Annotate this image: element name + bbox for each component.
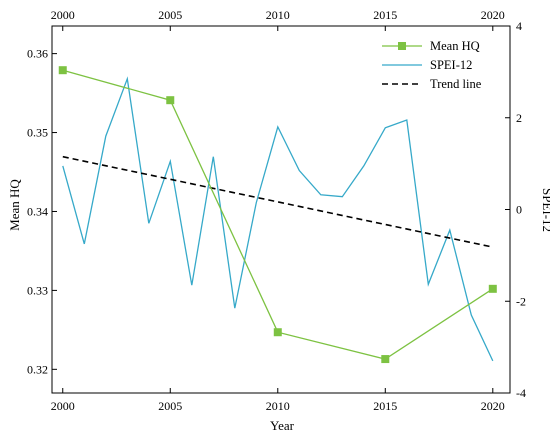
y-tick-label-left: 0.34 <box>27 204 48 218</box>
y-axis-title-right: SPEI-12 <box>540 188 550 232</box>
data-point-mean-hq <box>166 96 175 105</box>
legend-label: Mean HQ <box>430 39 480 53</box>
series-layer <box>58 66 497 364</box>
data-point-mean-hq <box>273 328 282 337</box>
data-point-mean-hq <box>381 355 390 364</box>
series-line-mean-hq <box>62 69 494 360</box>
y-tick-label-right: 0 <box>516 203 522 217</box>
y-tick-label-left: 0.35 <box>27 126 48 140</box>
x-tick-label-top: 2005 <box>158 8 182 22</box>
axis-ticks: 2000200020052005201020102015201520202020… <box>27 8 526 413</box>
x-tick-label-top: 2020 <box>481 8 505 22</box>
x-tick-label-top: 2000 <box>51 8 75 22</box>
data-point-mean-hq <box>488 284 497 293</box>
y-tick-label-right: -4 <box>516 386 526 400</box>
x-tick-label-top: 2015 <box>373 8 397 22</box>
x-tick-label-bottom: 2020 <box>481 399 505 413</box>
legend-marker <box>398 42 406 50</box>
y-tick-label-right: -2 <box>516 294 526 308</box>
y-axis-title-left: Mean HQ <box>7 179 22 231</box>
legend-label: SPEI-12 <box>430 58 472 72</box>
data-point-mean-hq <box>58 66 67 75</box>
y-tick-label-left: 0.36 <box>27 47 48 61</box>
x-tick-label-bottom: 2005 <box>158 399 182 413</box>
x-tick-label-bottom: 2010 <box>266 399 290 413</box>
series-line-trend-line <box>62 155 493 248</box>
x-tick-label-bottom: 2000 <box>51 399 75 413</box>
legend: Mean HQ SPEI-12 Trend line <box>382 39 482 91</box>
y-tick-label-right: 2 <box>516 111 522 125</box>
x-axis-title: Year <box>270 418 295 433</box>
y-tick-label-right: 4 <box>516 19 522 33</box>
x-tick-label-top: 2010 <box>266 8 290 22</box>
y-tick-label-left: 0.33 <box>27 283 48 297</box>
legend-label: Trend line <box>430 77 482 91</box>
series-line-spei-12 <box>62 76 494 362</box>
x-tick-label-bottom: 2015 <box>373 399 397 413</box>
y-tick-label-left: 0.32 <box>27 362 48 376</box>
